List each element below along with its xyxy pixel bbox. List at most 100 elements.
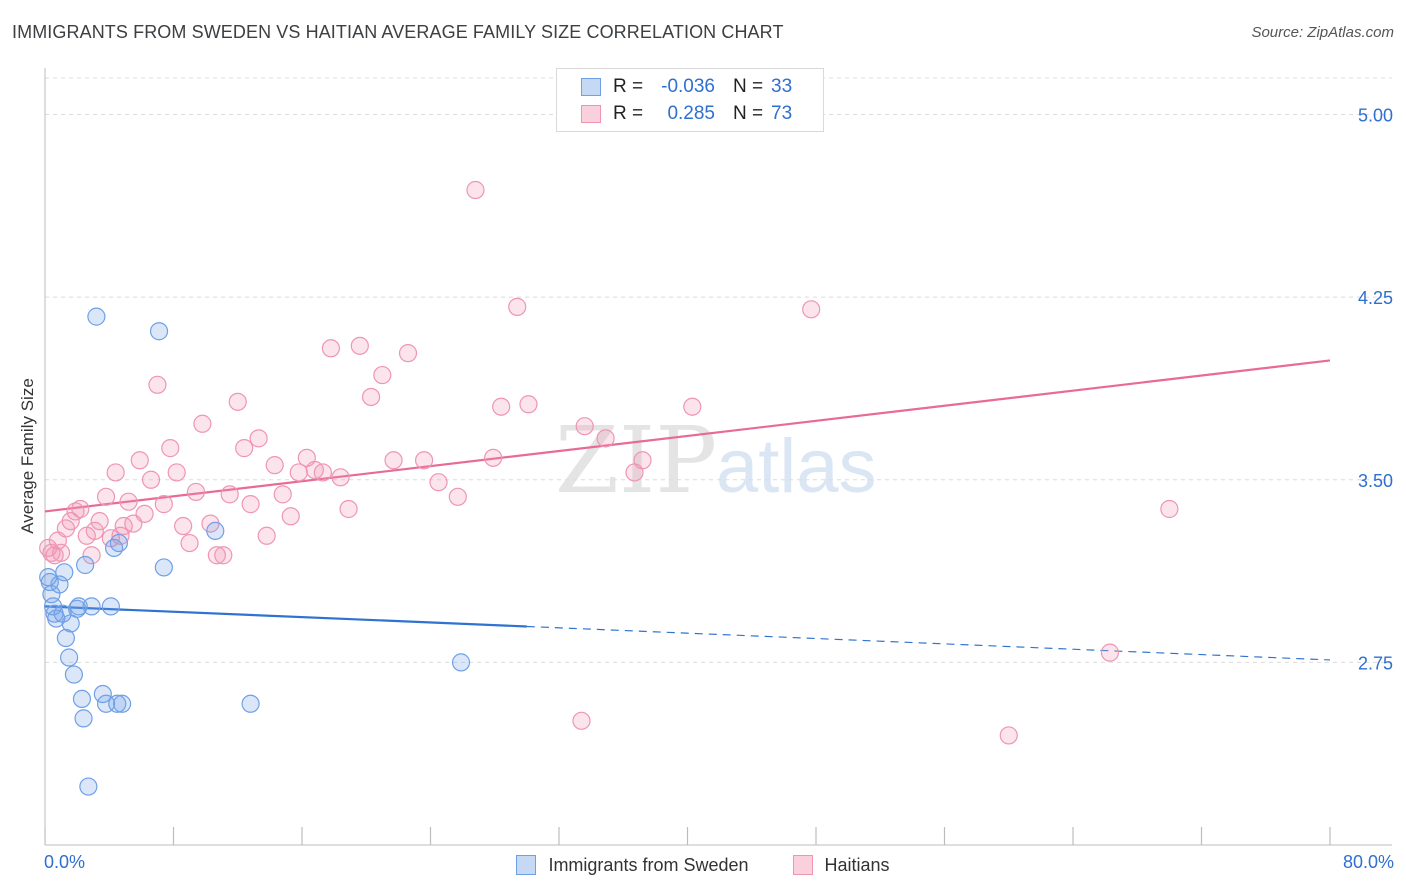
point-sweden xyxy=(64,665,84,684)
point-haitians xyxy=(130,451,149,470)
point-sweden xyxy=(79,777,98,796)
axes xyxy=(44,68,1392,846)
point-haitians xyxy=(257,526,276,545)
legend-n-value-sweden: 33 xyxy=(771,76,793,97)
point-sweden xyxy=(74,709,93,728)
point-haitians xyxy=(180,533,199,553)
point-haitians xyxy=(484,448,503,467)
point-haitians xyxy=(633,451,652,470)
series-legend-label-sweden: Immigrants from Sweden xyxy=(548,854,749,875)
chart-title: IMMIGRANTS FROM SWEDEN VS HAITIAN AVERAG… xyxy=(12,22,784,42)
point-sweden xyxy=(154,558,173,577)
point-sweden xyxy=(59,648,79,667)
point-haitians xyxy=(167,463,186,482)
legend-row-haitians: R = 0.285 N = 73 xyxy=(581,102,792,126)
legend-row-sweden: R = -0.036 N = 33 xyxy=(581,75,792,99)
legend-r-value-sweden: -0.036 xyxy=(661,76,715,97)
y-tick-label: 5.00 xyxy=(1358,106,1393,126)
point-haitians xyxy=(448,487,467,506)
point-haitians xyxy=(249,429,268,448)
series-swatch-haitians xyxy=(792,855,813,875)
source-label: Source: ZipAtlas.com xyxy=(1251,24,1394,41)
legend-n-label: N = xyxy=(733,103,764,124)
point-haitians xyxy=(135,504,154,523)
point-haitians xyxy=(186,482,206,502)
watermark-atlas: atlas xyxy=(716,424,877,509)
point-haitians xyxy=(519,395,538,414)
point-haitians xyxy=(572,711,591,730)
point-haitians xyxy=(384,451,403,470)
trendline-haitians xyxy=(44,359,1331,513)
point-haitians xyxy=(596,429,615,448)
point-haitians xyxy=(207,546,226,565)
point-haitians xyxy=(414,451,434,470)
point-haitians xyxy=(339,499,358,519)
point-haitians xyxy=(90,512,109,531)
point-haitians xyxy=(141,470,161,489)
point-sweden xyxy=(101,597,120,616)
y-axis-title: Average Family Size xyxy=(18,378,37,534)
point-haitians xyxy=(66,502,85,521)
point-sweden xyxy=(56,628,75,648)
point-haitians xyxy=(241,495,260,514)
legend-r-value-haitians: 0.285 xyxy=(667,103,715,124)
point-haitians xyxy=(193,414,212,433)
grid-lines xyxy=(45,77,1392,663)
legend-swatch-haitians xyxy=(581,105,601,123)
point-haitians xyxy=(235,439,254,458)
point-haitians xyxy=(313,463,332,482)
watermark-zip: ZIP xyxy=(555,407,717,514)
point-haitians xyxy=(321,339,341,358)
point-haitians xyxy=(119,492,138,511)
point-sweden xyxy=(149,322,169,341)
point-haitians xyxy=(331,468,350,487)
point-sweden xyxy=(109,533,128,553)
x-tick-label-min: 0.0% xyxy=(44,852,86,872)
point-haitians xyxy=(429,473,448,492)
point-sweden xyxy=(108,694,127,713)
legend-n-label: N = xyxy=(733,76,764,97)
point-haitians xyxy=(1160,499,1179,519)
point-sweden xyxy=(93,684,112,704)
point-sweden xyxy=(87,307,106,326)
trendline-sweden-extension xyxy=(526,625,1331,661)
point-haitians xyxy=(96,487,116,506)
legend-r-label: R = xyxy=(613,76,644,97)
point-sweden xyxy=(206,521,225,540)
legend-r-label: R = xyxy=(613,103,644,124)
point-haitians xyxy=(361,387,381,407)
point-haitians xyxy=(71,499,90,519)
point-haitians xyxy=(466,180,485,200)
point-haitians xyxy=(174,516,193,536)
point-haitians xyxy=(85,521,104,540)
point-haitians xyxy=(1100,643,1120,662)
series-legend-label-haitians: Haitians xyxy=(824,854,890,875)
point-haitians xyxy=(148,375,167,394)
point-sweden xyxy=(76,555,95,575)
point-haitians xyxy=(273,485,292,504)
point-haitians xyxy=(350,336,369,355)
point-sweden xyxy=(82,597,101,616)
point-sweden xyxy=(241,694,260,713)
y-tick-label: 4.25 xyxy=(1358,288,1393,308)
point-haitians xyxy=(575,417,594,436)
watermark: ZIP atlas xyxy=(555,407,877,514)
point-haitians xyxy=(220,485,239,504)
point-haitians xyxy=(61,512,80,531)
series-legend-haitians: Haitians xyxy=(792,854,890,876)
trendline-sweden xyxy=(44,605,527,628)
point-haitians xyxy=(228,392,247,411)
point-haitians xyxy=(161,439,180,458)
series-swatch-sweden xyxy=(516,855,537,875)
y-tick-labels: 2.75 3.50 4.25 5.00 xyxy=(1358,106,1393,674)
legend-n-value-haitians: 73 xyxy=(771,103,793,124)
x-tick-label-max: 80.0% xyxy=(1342,852,1394,872)
series-legend: Immigrants from Sweden Haitians xyxy=(0,852,1406,878)
point-sweden xyxy=(55,563,74,582)
point-haitians xyxy=(265,456,284,475)
point-haitians xyxy=(373,365,392,385)
point-sweden xyxy=(112,694,132,713)
point-haitians xyxy=(999,726,1018,745)
y-tick-label: 3.50 xyxy=(1358,471,1393,491)
